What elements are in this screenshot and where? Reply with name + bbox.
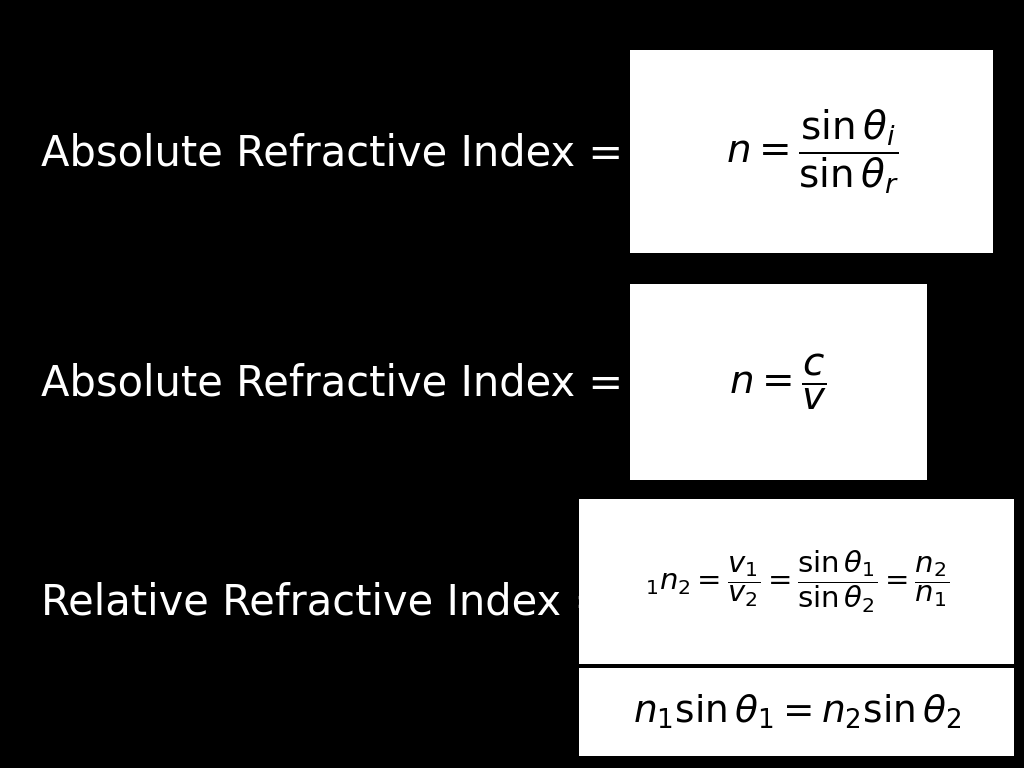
Bar (630, 50, 993, 253)
Text: Relative Refractive Index =: Relative Refractive Index = (41, 582, 609, 624)
Text: Absolute Refractive Index =: Absolute Refractive Index = (41, 133, 623, 174)
Text: $n = \dfrac{c}{v}$: $n = \dfrac{c}{v}$ (729, 352, 827, 412)
Bar (579, 668, 1014, 756)
Bar (630, 284, 927, 480)
Text: $n_1 \sin\theta_1 = n_2 \sin\theta_2$: $n_1 \sin\theta_1 = n_2 \sin\theta_2$ (633, 693, 961, 731)
Text: $n = \dfrac{\sin\theta_i}{\sin\theta_r}$: $n = \dfrac{\sin\theta_i}{\sin\theta_r}$ (726, 107, 898, 196)
Text: Absolute Refractive Index =: Absolute Refractive Index = (41, 363, 623, 405)
Text: ${}_{1}n_2 = \dfrac{v_1}{v_2} = \dfrac{\sin\theta_1}{\sin\theta_2} = \dfrac{n_2}: ${}_{1}n_2 = \dfrac{v_1}{v_2} = \dfrac{\… (645, 548, 948, 614)
Bar (579, 499, 1014, 664)
